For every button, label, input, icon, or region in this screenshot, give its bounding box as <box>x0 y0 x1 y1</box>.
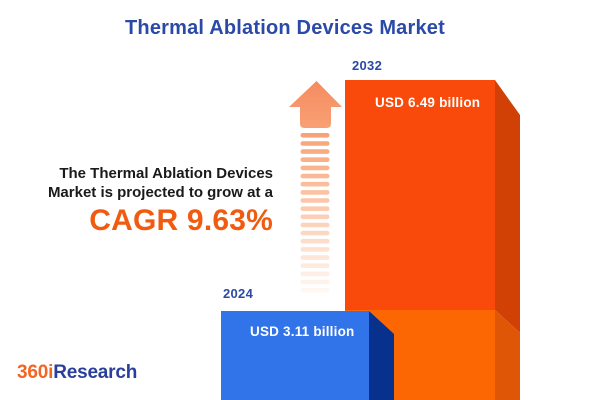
logo-prefix: 360i <box>17 362 54 383</box>
bar-2032-side-lower <box>495 310 520 400</box>
arrow-stripes <box>300 133 330 293</box>
page-title: Thermal Ablation Devices Market <box>124 17 445 39</box>
bar-2032 <box>345 80 520 400</box>
cagr-text: CAGR 9.63% <box>89 204 273 237</box>
arrow-head <box>289 81 342 128</box>
bar-2024-year-label: 2024 <box>223 286 254 301</box>
bar-2032-value-label: USD 6.49 billion <box>375 95 481 110</box>
description-block: The Thermal Ablation Devices Market is p… <box>20 164 273 238</box>
bar-2032-year-label: 2032 <box>352 58 383 73</box>
description-line1: The Thermal Ablation Devices <box>59 165 273 182</box>
brand-logo: 360iResearch <box>17 362 137 384</box>
bar-2032-side-upper <box>495 80 520 333</box>
bar-2024-front <box>221 311 369 400</box>
description-line2: Market is projected to grow at a <box>47 184 273 201</box>
growth-arrow-icon <box>289 81 342 293</box>
logo-suffix: Research <box>53 362 138 383</box>
bar-2024-side <box>369 311 394 400</box>
bar-2024-value-label: USD 3.11 billion <box>250 324 355 339</box>
bar-2024 <box>221 311 394 400</box>
bar-2032-front-upper <box>345 80 495 310</box>
